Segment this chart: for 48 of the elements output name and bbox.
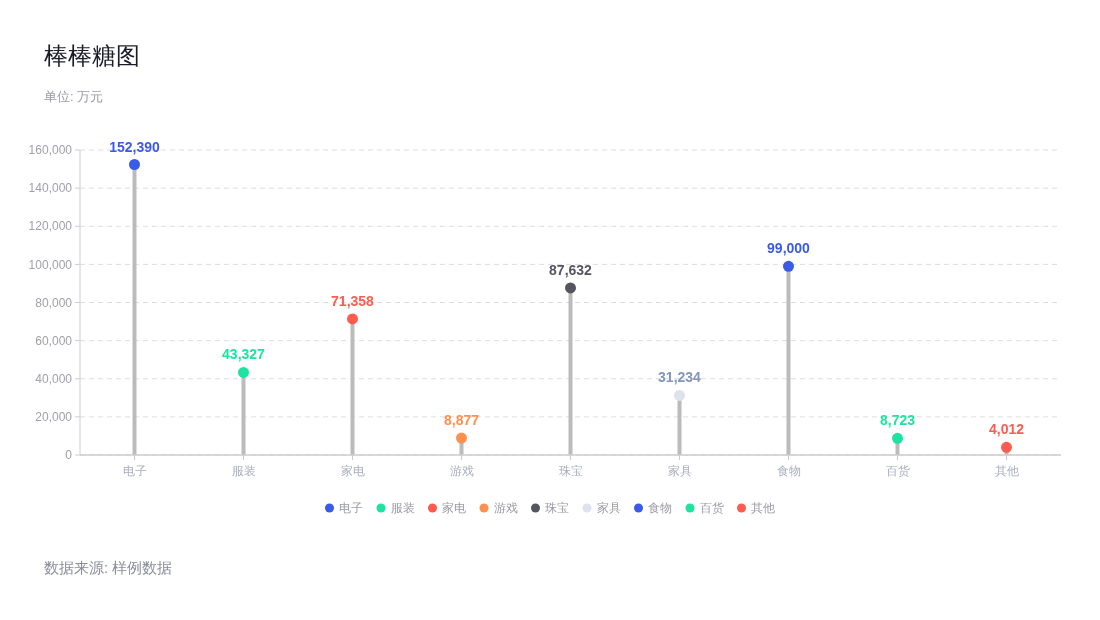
legend-label: 家电 xyxy=(442,501,466,516)
x-tick-label: 服装 xyxy=(231,464,256,478)
data-label: 8,723 xyxy=(879,412,916,429)
point xyxy=(347,313,358,325)
legend-label: 家具 xyxy=(596,501,621,516)
y-tick-label: 80,000 xyxy=(35,295,73,310)
x-tick-label: 游戏 xyxy=(449,464,474,478)
point xyxy=(565,282,576,294)
source-note: 数据来源: 样例数据 xyxy=(44,559,173,576)
legend-label: 服装 xyxy=(390,501,415,516)
x-tick-label: 百货 xyxy=(885,464,910,478)
legend-label: 百货 xyxy=(699,501,724,516)
point xyxy=(783,260,794,272)
x-tick-label: 电子 xyxy=(122,464,147,478)
legend-label: 其他 xyxy=(751,501,775,516)
y-tick-label: 100,000 xyxy=(28,257,73,272)
x-tick-label: 食物 xyxy=(776,464,801,478)
data-label: 87,632 xyxy=(549,261,593,278)
data-label: 152,390 xyxy=(109,138,161,155)
y-tick-label: 120,000 xyxy=(28,219,73,234)
point xyxy=(674,389,685,401)
legend-label: 游戏 xyxy=(493,501,518,516)
point xyxy=(892,432,903,444)
y-tick-label: 20,000 xyxy=(35,410,73,425)
legend-label: 珠宝 xyxy=(545,501,569,516)
legend-label: 电子 xyxy=(339,501,363,516)
data-label: 99,000 xyxy=(767,240,811,257)
point xyxy=(238,366,249,378)
chart-title: 棒棒糖图 xyxy=(44,42,140,69)
data-label: 71,358 xyxy=(331,292,375,309)
point xyxy=(129,159,140,171)
data-label: 4,012 xyxy=(988,421,1025,438)
legend-label: 食物 xyxy=(648,501,672,516)
data-label: 8,877 xyxy=(443,412,480,429)
x-tick-label: 家电 xyxy=(340,464,365,478)
x-tick-label: 其他 xyxy=(994,464,1019,478)
point xyxy=(1001,441,1012,453)
y-tick-label: 0 xyxy=(65,448,73,463)
y-tick-label: 140,000 xyxy=(28,181,73,196)
y-tick-label: 60,000 xyxy=(35,333,73,348)
x-tick-label: 珠宝 xyxy=(558,464,583,478)
data-label: 31,234 xyxy=(658,369,702,386)
y-tick-label: 40,000 xyxy=(35,371,73,386)
point xyxy=(456,432,467,444)
y-tick-label: 160,000 xyxy=(28,143,73,158)
chart-subtitle: 单位: 万元 xyxy=(44,89,104,104)
data-label: 43,327 xyxy=(222,346,266,363)
x-tick-label: 家具 xyxy=(667,464,692,478)
